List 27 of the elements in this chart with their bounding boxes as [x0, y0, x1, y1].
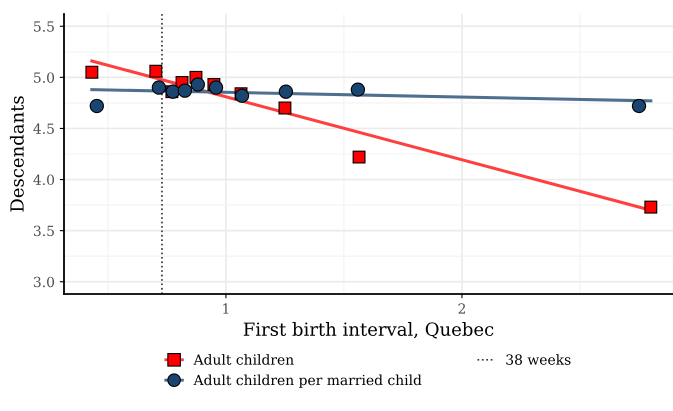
- point: [85, 66, 98, 79]
- x-axis-title: First birth interval, Quebec: [244, 322, 494, 339]
- y-tick-label: 4.5: [33, 123, 54, 134]
- legend-label: 38 weeks: [506, 354, 571, 365]
- legend-label: Adult children: [193, 354, 294, 365]
- point: [208, 80, 224, 95]
- y-axis-title: Descendants: [10, 96, 24, 212]
- point: [90, 98, 104, 114]
- y-tick-label: 3.5: [34, 226, 54, 236]
- y-tick-label: 3.0: [34, 276, 54, 288]
- point: [234, 88, 250, 103]
- point: [350, 82, 366, 97]
- y-tick-label: 5.0: [34, 72, 54, 83]
- y-tick-label: 4.0: [33, 174, 54, 186]
- legend-label: Adult children per married child: [193, 374, 422, 388]
- x-tick-label: 1: [223, 303, 228, 314]
- x-tick-label: 2: [458, 303, 466, 314]
- point: [632, 98, 646, 114]
- point: [152, 80, 166, 95]
- point: [149, 64, 162, 78]
- point: [178, 83, 192, 98]
- point: [352, 150, 366, 164]
- point: [644, 200, 658, 214]
- y-tick-label: 5.5: [34, 21, 54, 32]
- point: [190, 77, 205, 92]
- point: [278, 84, 294, 99]
- point: [278, 102, 292, 114]
